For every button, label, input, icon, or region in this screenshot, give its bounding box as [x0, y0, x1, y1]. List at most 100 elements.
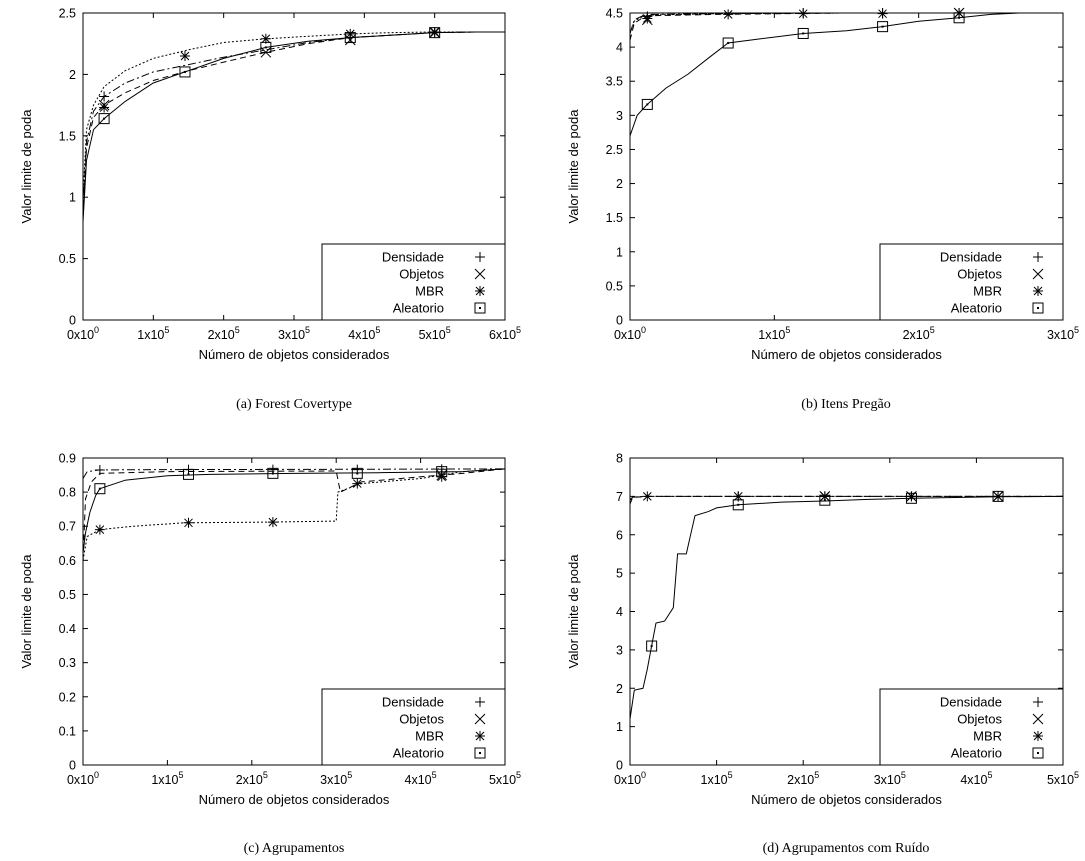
legend-marker-densidade — [1033, 252, 1043, 262]
y-tick-label: 2.5 — [59, 7, 76, 21]
y-tick-label: 3 — [616, 643, 623, 657]
data-point-mbr — [733, 491, 744, 502]
data-point-aleatorio — [344, 32, 356, 44]
x-tick-label: 1x105 — [151, 770, 183, 787]
data-point-aleatorio-frame — [267, 467, 279, 479]
data-point-aleatorio-frame — [877, 21, 889, 33]
legend-label-densidade: Densidade — [940, 250, 1002, 265]
series-line-aleatorio — [629, 12, 1020, 136]
data-point-aleatorio-dot — [98, 487, 101, 490]
data-point-aleatorio-frame — [646, 640, 658, 652]
data-point-mbr — [99, 102, 110, 113]
legend-marker-aleatorio-frame — [474, 747, 486, 759]
data-point-aleatorio-frame — [992, 490, 1004, 502]
legend-label-objetos: Objetos — [957, 712, 1002, 727]
data-point-aleatorio-dot — [881, 25, 884, 28]
x-tick-label: 4x105 — [405, 770, 437, 787]
data-point-aleatorio-frame — [905, 492, 917, 504]
y-tick-label: 0 — [69, 759, 76, 773]
legend-label-densidade: Densidade — [940, 695, 1002, 710]
y-tick-label: 0.3 — [59, 656, 76, 670]
x-tick-label: 5x105 — [1047, 770, 1079, 787]
legend-label-aleatorio: Aleatorio — [393, 746, 444, 761]
x-tick-label: 5x105 — [419, 325, 451, 342]
y-tick-label: 1 — [616, 720, 623, 734]
data-point-aleatorio — [641, 98, 653, 110]
legend-marker-mbr — [1033, 731, 1043, 741]
legend-marker-objetos — [474, 268, 486, 280]
y-tick-label: 2 — [69, 68, 76, 82]
series-line-objetos — [629, 495, 1063, 505]
x-tick-label: 1x105 — [137, 325, 169, 342]
data-point-mbr — [345, 28, 356, 39]
series-line-aleatorio — [82, 468, 506, 554]
y-tick-label: 0.9 — [59, 452, 76, 466]
legend-label-objetos: Objetos — [399, 267, 444, 282]
data-point-mbr — [267, 517, 278, 528]
chart-caption: (a) Forest Covertype — [236, 397, 352, 412]
legend-marker-mbr — [1033, 286, 1043, 296]
legend-marker-densidade — [475, 252, 485, 262]
legend-marker-mbr — [475, 286, 485, 296]
x-tick-label: 2x105 — [787, 770, 819, 787]
legend-marker-objetos — [1032, 268, 1044, 280]
data-point-aleatorio — [429, 27, 441, 39]
series-line-mbr — [82, 31, 505, 198]
data-point-mbr — [819, 491, 830, 502]
legend-marker-aleatorio — [474, 747, 486, 759]
x-tick-label: 1x105 — [701, 770, 733, 787]
legend-marker-aleatorio-dot — [479, 307, 481, 309]
y-tick-label: 0.4 — [59, 622, 76, 636]
y-tick-label: 1.5 — [606, 211, 623, 225]
data-point-aleatorio-frame — [722, 37, 734, 49]
data-point-aleatorio-frame — [94, 483, 106, 495]
data-point-aleatorio-dot — [823, 499, 826, 502]
y-tick-label: 3 — [616, 109, 623, 123]
series-line-densidade — [82, 468, 506, 479]
chart-0: 0 0.5 1 1.5 2 2.5 0x100 1x105 2x105 3x105 4x105 5x1… — [19, 7, 521, 413]
plot-frame — [629, 457, 1064, 766]
data-point-mbr — [723, 9, 734, 20]
plot-frame — [82, 12, 506, 321]
legend-label-mbr: MBR — [415, 284, 444, 299]
data-point-aleatorio-dot — [650, 645, 653, 648]
legend-label-objetos: Objetos — [399, 712, 444, 727]
data-point-aleatorio — [351, 467, 363, 479]
data-point-aleatorio — [732, 499, 744, 511]
y-tick-label: 1.5 — [59, 129, 76, 143]
data-point-aleatorio — [992, 490, 1004, 502]
data-point-mbr — [352, 478, 363, 489]
chart-caption: (b) Itens Pregão — [801, 397, 890, 412]
x-tick-label: 3x105 — [278, 325, 310, 342]
data-point-aleatorio-frame — [179, 66, 191, 78]
data-point-mbr — [906, 491, 917, 502]
series-line-objetos — [82, 31, 505, 216]
legend-label-aleatorio: Aleatorio — [951, 301, 1002, 316]
x-tick-label: 4x105 — [960, 770, 992, 787]
x-axis-label: Número de objetos considerados — [199, 792, 390, 807]
data-point-aleatorio-dot — [910, 497, 913, 500]
data-point-aleatorio-frame — [98, 113, 110, 125]
legend-label-objetos: Objetos — [957, 267, 1002, 282]
data-point-mbr — [877, 8, 888, 19]
y-tick-label: 1 — [616, 245, 623, 259]
x-tick-label: 3x105 — [874, 770, 906, 787]
data-point-aleatorio-dot — [440, 470, 443, 473]
data-point-aleatorio-frame — [351, 467, 363, 479]
data-point-aleatorio — [94, 483, 106, 495]
y-tick-label: 6 — [616, 528, 623, 542]
y-tick-label: 4.5 — [606, 7, 623, 21]
x-tick-label: 1x105 — [758, 325, 790, 342]
data-point-aleatorio — [183, 468, 194, 480]
legend-label-aleatorio: Aleatorio — [951, 746, 1002, 761]
x-tick-label: 5x105 — [489, 770, 521, 787]
legend-marker-densidade — [475, 697, 485, 707]
data-point-densidade — [99, 91, 110, 102]
data-point-mbr — [94, 524, 105, 535]
y-tick-label: 0.2 — [59, 690, 76, 704]
y-tick-label: 0.6 — [59, 554, 76, 568]
legend-marker-aleatorio-dot — [479, 752, 481, 754]
data-point-aleatorio — [260, 41, 272, 53]
y-tick-label: 0 — [616, 759, 623, 773]
data-point-aleatorio-frame — [797, 27, 809, 39]
